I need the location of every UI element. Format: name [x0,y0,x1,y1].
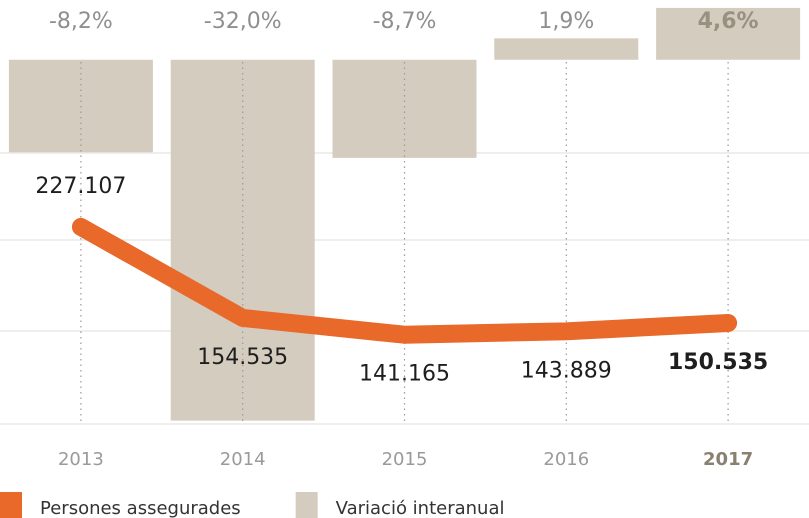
line-value-label: 227.107 [35,174,126,199]
legend-swatch [295,492,318,518]
line-value-label: 150.535 [668,350,768,375]
bar-value-label: 1,9% [538,9,594,34]
x-tick-label: 2014 [220,449,266,470]
line-value-label: 143.889 [521,358,612,383]
line [71,217,738,344]
bar-value-label: -32,0% [204,9,282,34]
bar-value-label: -8,7% [373,9,437,34]
line-value-label: 154.535 [197,345,288,370]
bar [332,59,477,158]
line-value-label: 141.165 [359,362,450,387]
x-tick-label: 2013 [58,449,104,470]
bar [494,38,639,60]
x-tick-label: 2016 [543,449,589,470]
x-tick-label: 2017 [703,449,753,470]
x-tick-label: 2015 [382,449,428,470]
bar-value-label: 4,6% [698,9,759,34]
bar [656,7,801,60]
bar-value-label: -8,2% [49,9,113,34]
legend-swatch [0,492,22,518]
legend-label: Persones assegurades [40,498,241,518]
legend-label: Variació interanual [336,498,505,518]
